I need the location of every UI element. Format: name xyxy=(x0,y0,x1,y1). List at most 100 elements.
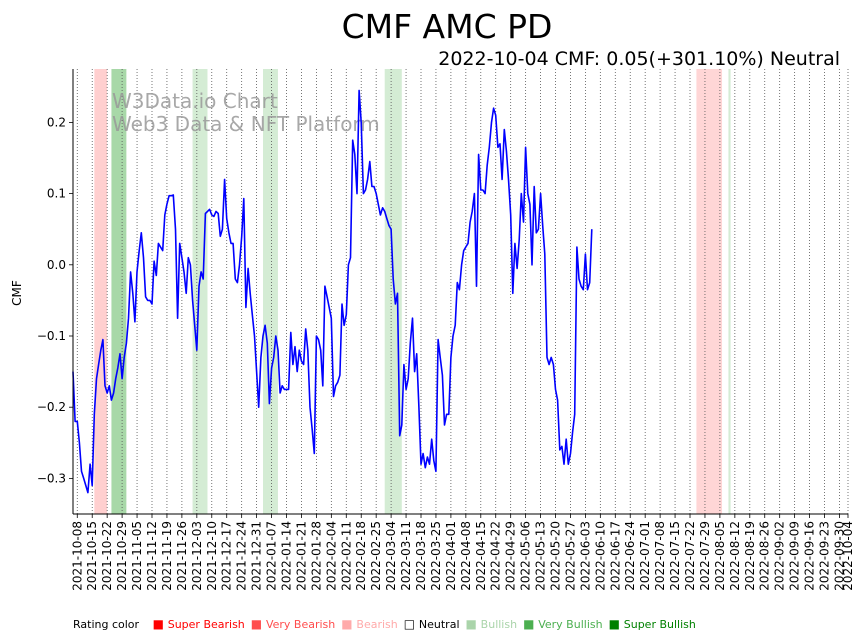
legend-swatch-icon: □ xyxy=(403,617,419,631)
x-tick-label-10: 2021-12-17 xyxy=(220,521,234,591)
legend-swatch-icon: ■ xyxy=(152,617,168,631)
watermark: W3Data.io Chart Web3 Data & NFT Platform xyxy=(112,89,380,136)
watermark-line-1: W3Data.io Chart xyxy=(112,89,278,113)
x-tick-label-18: 2022-02-11 xyxy=(339,521,353,591)
rating-band-6 xyxy=(728,69,731,514)
x-tick-label-15: 2022-01-21 xyxy=(294,521,308,591)
legend-swatch-icon: ■ xyxy=(523,617,539,631)
x-tick-label-33: 2022-05-27 xyxy=(563,521,577,591)
legend-label: Super Bullish xyxy=(623,618,696,631)
y-axis-ticks: −0.3 −0.2 −0.1 0.0 0.1 0.2 xyxy=(37,115,73,485)
x-tick-label-44: 2022-08-12 xyxy=(728,521,742,591)
x-tick-label-20: 2022-02-25 xyxy=(369,521,383,591)
legend-swatch-icon: ■ xyxy=(250,617,266,631)
rating-band-0 xyxy=(94,69,108,514)
legend-label: Super Bearish xyxy=(167,618,245,631)
x-tick-label-43: 2022-08-05 xyxy=(713,521,727,591)
x-tick-label-4: 2021-11-05 xyxy=(130,521,144,591)
x-tick-label-26: 2022-04-08 xyxy=(459,521,473,591)
rating-band-3 xyxy=(263,69,278,514)
cmf-series xyxy=(72,89,593,494)
legend-label: Very Bearish xyxy=(265,618,336,631)
rating-band-5 xyxy=(696,69,723,514)
x-tick-label-5: 2021-11-12 xyxy=(145,521,159,591)
x-tick-label-30: 2022-05-06 xyxy=(519,521,533,591)
x-tick-label-47: 2022-09-02 xyxy=(773,521,787,591)
legend-item-super-bearish: ■ Super Bearish xyxy=(152,617,245,631)
x-tick-label-34: 2022-06-03 xyxy=(578,521,592,591)
x-tick-label-11: 2021-12-24 xyxy=(235,521,249,591)
x-tick-label-49: 2022-09-16 xyxy=(803,521,817,591)
y-tick-label-4: 0.1 xyxy=(47,187,66,201)
rating-legend: Rating color ■ Super Bearish ■ Very Beari… xyxy=(73,617,702,631)
legend-item-super-bullish: ■ Super Bullish xyxy=(608,617,696,631)
x-tick-label-31: 2022-05-13 xyxy=(534,521,548,591)
legend-item-very-bearish: ■ Very Bearish xyxy=(250,617,336,631)
watermark-line-2: Web3 Data & NFT Platform xyxy=(112,112,380,136)
x-tick-label-2: 2021-10-22 xyxy=(100,521,114,591)
x-tick-label-35: 2022-06-10 xyxy=(593,521,607,591)
x-tick-label-42: 2022-07-29 xyxy=(698,521,712,591)
x-tick-label-52: 2022-10-04 xyxy=(841,521,855,591)
rating-band-2 xyxy=(192,69,208,514)
legend-item-very-bullish: ■ Very Bullish xyxy=(523,617,603,631)
x-tick-label-25: 2022-04-01 xyxy=(444,521,458,591)
rating-bands xyxy=(94,69,731,514)
x-tick-label-27: 2022-04-15 xyxy=(474,521,488,591)
y-tick-label-1: −0.2 xyxy=(37,400,66,414)
x-tick-label-28: 2022-04-22 xyxy=(489,521,503,591)
legend-title: Rating color xyxy=(73,618,140,631)
chart-title: CMF AMC PD xyxy=(342,7,553,46)
legend-item-neutral: □ Neutral xyxy=(403,617,460,631)
x-tick-label-13: 2022-01-07 xyxy=(265,521,279,591)
x-tick-label-16: 2022-01-28 xyxy=(309,521,323,591)
x-tick-label-45: 2022-08-19 xyxy=(743,521,757,591)
cmf-line-0 xyxy=(72,89,593,494)
x-tick-label-51: 2022-09-30 xyxy=(832,521,846,591)
x-tick-label-1: 2021-10-15 xyxy=(85,521,99,591)
x-tick-label-46: 2022-08-26 xyxy=(758,521,772,591)
x-tick-label-40: 2022-07-15 xyxy=(668,521,682,591)
legend-swatch-icon: ■ xyxy=(341,617,357,631)
axes xyxy=(72,69,848,515)
rating-band-1 xyxy=(111,69,127,514)
x-tick-label-41: 2022-07-22 xyxy=(683,521,697,591)
x-axis-ticks: 2021-10-08 2021-10-15 2021-10-22 2021-10-29… xyxy=(70,514,855,591)
y-tick-label-3: 0.0 xyxy=(47,258,66,272)
x-tick-label-36: 2022-06-17 xyxy=(608,521,622,591)
y-axis-label: CMF xyxy=(10,280,24,306)
legend-swatch-icon: ■ xyxy=(465,617,481,631)
y-tick-label-2: −0.1 xyxy=(37,329,66,343)
x-tick-label-17: 2022-02-04 xyxy=(324,521,338,591)
x-tick-label-3: 2021-10-29 xyxy=(115,521,129,591)
x-tick-label-8: 2021-12-03 xyxy=(190,521,204,591)
legend-item-bullish: ■ Bullish xyxy=(465,617,518,631)
y-tick-label-0: −0.3 xyxy=(37,471,66,485)
x-tick-label-38: 2022-07-01 xyxy=(638,521,652,591)
legend-label: Bullish xyxy=(480,618,518,631)
legend-label: Neutral xyxy=(418,618,460,631)
x-tick-label-39: 2022-07-08 xyxy=(653,521,667,591)
x-tick-label-29: 2022-04-29 xyxy=(504,521,518,591)
legend-label: Bearish xyxy=(356,618,398,631)
x-tick-label-21: 2022-03-04 xyxy=(384,521,398,591)
x-tick-label-37: 2022-06-24 xyxy=(623,521,637,591)
x-tick-label-12: 2021-12-31 xyxy=(250,521,264,591)
x-tick-label-14: 2022-01-14 xyxy=(279,521,293,591)
x-tick-label-32: 2022-05-20 xyxy=(549,521,563,591)
x-tick-label-24: 2022-03-25 xyxy=(429,521,443,591)
x-tick-label-48: 2022-09-09 xyxy=(788,521,802,591)
x-tick-label-23: 2022-03-18 xyxy=(414,521,428,591)
chart-subtitle: 2022-10-04 CMF: 0.05(+301.10%) Neutral xyxy=(438,48,840,70)
x-tick-label-22: 2022-03-11 xyxy=(399,521,413,591)
x-tick-label-9: 2021-12-10 xyxy=(205,521,219,591)
x-tick-label-7: 2021-11-26 xyxy=(175,521,189,591)
x-tick-label-50: 2022-09-23 xyxy=(818,521,832,591)
legend-label: Very Bullish xyxy=(538,618,603,631)
x-tick-label-19: 2022-02-18 xyxy=(354,521,368,591)
legend-swatch-icon: ■ xyxy=(608,617,624,631)
x-tick-label-6: 2021-11-19 xyxy=(160,521,174,591)
y-tick-label-5: 0.2 xyxy=(47,115,66,129)
x-tick-label-0: 2021-10-08 xyxy=(70,521,84,591)
